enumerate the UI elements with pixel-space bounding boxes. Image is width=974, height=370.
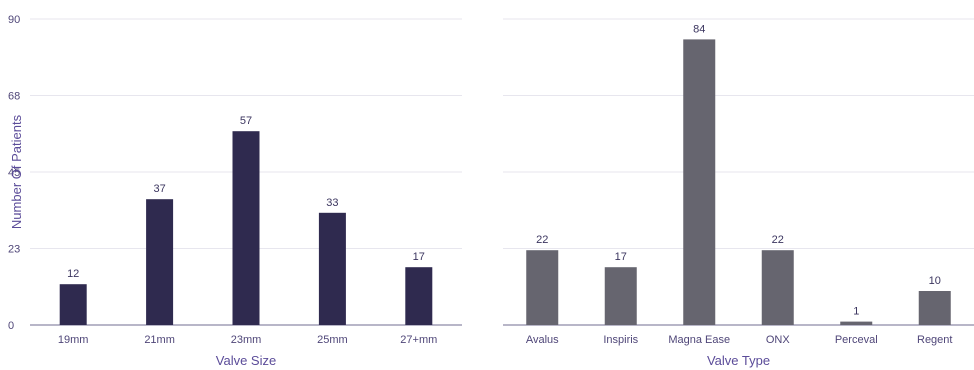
left-bar-0: [59, 284, 87, 325]
left-y-tick-label: 23: [8, 244, 20, 256]
right-data-label-3: 22: [772, 234, 784, 246]
left-bar-3: [318, 212, 346, 325]
left-y-tick-label: 45: [8, 167, 20, 179]
left-y-tick-label: 90: [8, 14, 20, 26]
left-x-tick-label-2: 23mm: [231, 334, 262, 346]
left-data-label-3: 33: [326, 197, 338, 209]
right-x-tick-label-5: Regent: [917, 334, 952, 346]
right-bar-3: [761, 250, 794, 325]
left-y-tick-label: 68: [8, 91, 20, 103]
left-x-tick-label-1: 21mm: [144, 334, 175, 346]
right-x-tick-label-1: Inspiris: [603, 334, 638, 346]
right-bar-4: [840, 321, 873, 325]
right-x-tick-label-3: ONX: [766, 334, 791, 346]
right-x-tick-label-4: Perceval: [835, 334, 878, 346]
left-x-axis-title: Valve Size: [216, 353, 276, 368]
left-x-tick-label-3: 25mm: [317, 334, 348, 346]
left-y-tick-label: 0: [8, 320, 14, 332]
right-data-label-0: 22: [536, 234, 548, 246]
right-data-label-1: 17: [615, 251, 627, 263]
left-data-label-4: 17: [413, 251, 425, 263]
right-data-label-2: 84: [693, 23, 705, 35]
right-bar-2: [683, 39, 716, 326]
right-bar-1: [604, 267, 637, 325]
left-x-tick-label-4: 27+mm: [400, 334, 437, 346]
left-bar-1: [146, 199, 174, 325]
left-y-axis-title: Number Of Patients: [9, 114, 24, 229]
right-x-tick-label-0: Avalus: [526, 334, 559, 346]
right-chart-panel: 22 Avalus 17 Inspiris 84 Magna Ease 22 ONX 1 Perc…: [503, 18, 974, 368]
right-data-label-4: 1: [853, 306, 859, 318]
left-data-label-0: 12: [67, 268, 79, 280]
left-bar-4: [405, 267, 433, 325]
right-x-tick-label-2: Magna Ease: [668, 334, 730, 346]
left-x-tick-label-0: 19mm: [58, 334, 89, 346]
left-chart-panel: 0 23 45 68 90 Number Of Patients 12 19mm 37 21mm 5…: [8, 14, 462, 368]
right-data-label-5: 10: [929, 275, 941, 287]
left-data-label-2: 57: [240, 115, 252, 127]
right-bar-0: [526, 250, 559, 325]
right-x-axis-title: Valve Type: [707, 353, 770, 368]
right-bar-5: [918, 291, 951, 325]
left-bar-2: [232, 131, 260, 325]
left-data-label-1: 37: [153, 183, 165, 195]
